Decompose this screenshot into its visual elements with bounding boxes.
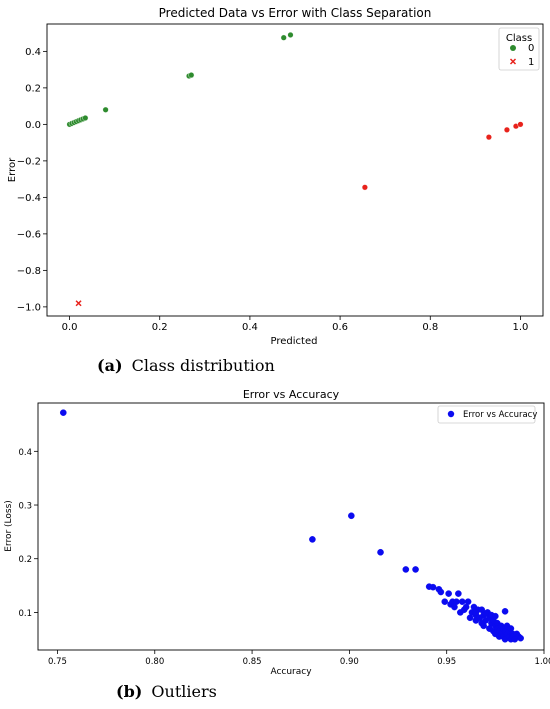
x-tick-label: 0.75 bbox=[48, 657, 67, 667]
x-tick-label: 1.00 bbox=[535, 657, 550, 667]
chart-a: Predicted Data vs Error with Class Separ… bbox=[7, 6, 544, 347]
x-tick-label: 0.80 bbox=[145, 657, 164, 667]
data-point bbox=[348, 512, 355, 520]
data-point bbox=[402, 566, 410, 573]
x-tick-label: 0.6 bbox=[332, 322, 348, 333]
data-point bbox=[472, 609, 480, 616]
legend-marker-class-1 bbox=[509, 58, 517, 65]
y-tick-label: −0.6 bbox=[17, 229, 41, 240]
x-tick-label: 0.8 bbox=[422, 322, 438, 333]
caption-b-text: Outliers bbox=[151, 682, 216, 701]
data-point bbox=[377, 548, 384, 556]
y-tick-label: 0.4 bbox=[18, 448, 32, 458]
chart-a-plot-area bbox=[46, 23, 544, 317]
x-tick-label: 0.85 bbox=[243, 657, 262, 667]
y-tick-label: −1.0 bbox=[17, 302, 41, 313]
data-point bbox=[455, 590, 462, 597]
legend-label-error-vs-accuracy: Error vs Accuracy bbox=[463, 410, 537, 420]
data-point bbox=[464, 598, 472, 605]
y-tick-label: 0.3 bbox=[18, 502, 32, 512]
y-tick-label: 0.0 bbox=[25, 120, 41, 131]
caption-b: (b) Outliers bbox=[116, 682, 217, 701]
data-point bbox=[453, 598, 460, 605]
data-point bbox=[309, 536, 316, 543]
data-point bbox=[503, 126, 510, 133]
data-point bbox=[441, 598, 449, 605]
data-point bbox=[517, 121, 524, 128]
legend-label-class-1: 1 bbox=[528, 57, 534, 68]
data-point bbox=[517, 634, 524, 642]
x-tick-label: 0.0 bbox=[62, 322, 78, 333]
y-tick-label: −0.2 bbox=[17, 156, 41, 167]
y-tick-label: 0.2 bbox=[25, 83, 41, 94]
chart-b-title: Error vs Accuracy bbox=[243, 388, 340, 401]
caption-a-text: Class distribution bbox=[132, 356, 275, 375]
data-point bbox=[458, 598, 466, 605]
caption-a: (a) Class distribution bbox=[97, 356, 275, 375]
x-tick-label: 0.4 bbox=[242, 322, 258, 333]
y-tick-label: −0.4 bbox=[17, 193, 41, 204]
data-point bbox=[445, 590, 452, 597]
x-tick-label: 0.95 bbox=[437, 657, 456, 667]
data-point bbox=[82, 114, 89, 121]
x-tick-label: 0.90 bbox=[340, 657, 359, 667]
chart-a-xlabel: Predicted bbox=[271, 336, 318, 347]
legend-title: Class bbox=[506, 33, 532, 44]
y-tick-label: −0.8 bbox=[17, 266, 41, 277]
y-tick-label: 0.2 bbox=[18, 555, 32, 565]
caption-b-letter: (b) bbox=[116, 682, 142, 701]
caption-a-letter: (a) bbox=[97, 356, 123, 375]
data-point bbox=[501, 608, 509, 615]
data-point bbox=[412, 566, 419, 573]
data-point bbox=[60, 409, 67, 416]
legend-marker-class-0 bbox=[510, 45, 516, 51]
data-point bbox=[429, 583, 437, 591]
data-point bbox=[361, 184, 368, 191]
chart-a-ylabel: Error bbox=[7, 157, 18, 182]
y-tick-label: 0.4 bbox=[25, 47, 41, 58]
chart-b: Error vs Accuracy Accuracy Error (Loss) … bbox=[4, 388, 550, 677]
data-point bbox=[485, 134, 492, 141]
data-point bbox=[287, 31, 294, 38]
x-tick-label: 0.2 bbox=[152, 322, 168, 333]
data-point bbox=[478, 606, 486, 614]
y-tick-label: 0.1 bbox=[18, 609, 32, 619]
chart-b-legend: Error vs Accuracy bbox=[437, 405, 537, 424]
data-point bbox=[437, 588, 445, 596]
x-tick-label: 1.0 bbox=[513, 322, 529, 333]
chart-a-title: Predicted Data vs Error with Class Separ… bbox=[159, 6, 432, 20]
data-point bbox=[102, 106, 109, 113]
legend-marker-error-vs-accuracy bbox=[447, 410, 455, 418]
data-point bbox=[188, 72, 195, 79]
legend-label-class-0: 0 bbox=[528, 43, 534, 54]
chart-b-plot-area bbox=[37, 402, 545, 651]
chart-a-legend: Class 0 1 bbox=[498, 27, 540, 71]
data-point bbox=[280, 34, 287, 41]
data-point bbox=[492, 612, 499, 620]
chart-b-xlabel: Accuracy bbox=[270, 667, 312, 677]
chart-b-ylabel: Error (Loss) bbox=[4, 500, 14, 552]
data-point bbox=[486, 625, 493, 632]
data-point-x bbox=[75, 300, 82, 307]
